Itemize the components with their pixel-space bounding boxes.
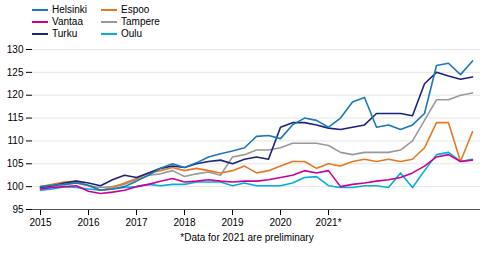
svg-text:120: 120 <box>7 89 24 100</box>
svg-text:125: 125 <box>7 67 24 78</box>
svg-text:100: 100 <box>7 181 24 192</box>
svg-text:2017: 2017 <box>125 217 148 228</box>
html-text:Tampere: Tampere <box>121 16 160 27</box>
svg-text:105: 105 <box>7 158 24 169</box>
svg-text:2016: 2016 <box>77 217 100 228</box>
svg-text:2018: 2018 <box>173 217 196 228</box>
svg-text:2021*: 2021* <box>315 217 341 228</box>
svg-text:115: 115 <box>8 112 24 123</box>
html-text:Vantaa: Vantaa <box>52 16 83 27</box>
svg-text:110: 110 <box>8 135 24 146</box>
svg-text:2019: 2019 <box>221 217 244 228</box>
svg-text:95: 95 <box>12 204 24 215</box>
svg-text:2020: 2020 <box>269 217 292 228</box>
html-text:Helsinki: Helsinki <box>52 4 87 15</box>
html-text:*Data for 2021 are preliminary: *Data for 2021 are preliminary <box>180 232 314 243</box>
html-text:Turku: Turku <box>52 28 78 39</box>
svg-text:2015: 2015 <box>29 217 52 228</box>
html-text:Oulu: Oulu <box>121 28 143 39</box>
html-text:Espoo: Espoo <box>121 4 150 15</box>
svg-text:130: 130 <box>7 44 24 55</box>
